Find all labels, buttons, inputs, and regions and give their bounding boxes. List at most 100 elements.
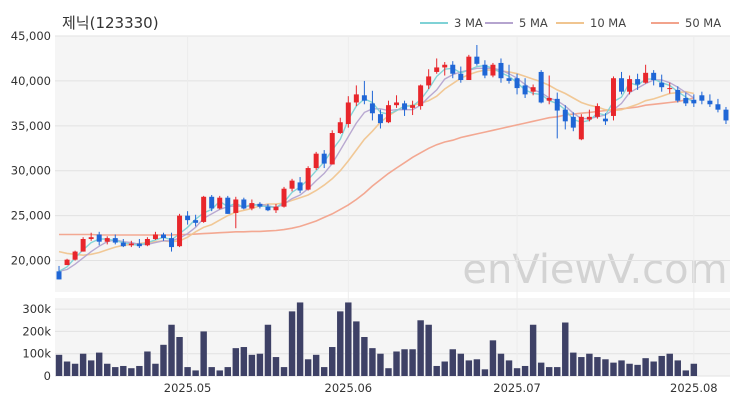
legend: 3 MA 5 MA 10 MA 50 MA xyxy=(420,16,721,30)
volume-bar xyxy=(425,324,432,376)
volume-tick-label: 100k xyxy=(22,347,51,361)
volume-bar xyxy=(562,322,569,376)
price-axis: 45,000 40,000 35,000 30,000 25,000 20,000 xyxy=(11,29,730,268)
volume-bar xyxy=(674,360,681,376)
volume-bar xyxy=(288,311,296,376)
candle-body xyxy=(225,197,231,214)
volume-bar xyxy=(312,354,320,376)
volume-bar xyxy=(594,357,601,376)
volume-bar xyxy=(369,348,376,376)
volume-bar xyxy=(361,337,368,376)
volume-bar xyxy=(224,367,231,376)
volume-bar xyxy=(136,365,143,376)
candle-body xyxy=(193,220,199,223)
volume-bar xyxy=(505,360,513,376)
volume-tick-label: 0 xyxy=(44,369,51,383)
volume-bar xyxy=(208,367,215,376)
candle-body xyxy=(570,116,576,128)
legend-label-ma50: 50 MA xyxy=(685,16,721,30)
candle-body xyxy=(562,109,568,122)
candle-body xyxy=(643,72,649,83)
volume-bar xyxy=(95,352,103,376)
volume-bar xyxy=(232,348,240,376)
candle-body xyxy=(353,94,359,103)
candle-body xyxy=(273,206,279,211)
candle-body xyxy=(369,103,375,114)
candle-body xyxy=(96,234,102,242)
watermark: enViewV.com xyxy=(462,247,727,293)
candle-body xyxy=(402,103,408,110)
candle-body xyxy=(80,239,86,252)
candle-body xyxy=(651,72,657,81)
volume-bar xyxy=(618,360,625,376)
volume-bar xyxy=(578,357,585,376)
volume-bar xyxy=(610,362,617,376)
candle-body xyxy=(723,109,729,121)
volume-bar xyxy=(537,362,545,376)
candle-body xyxy=(715,104,721,110)
volume-bar xyxy=(433,365,440,376)
volume-bar xyxy=(329,347,336,376)
candle-body xyxy=(602,118,608,122)
volume-bar xyxy=(152,363,159,376)
candle-body xyxy=(522,85,528,95)
candlesticks xyxy=(56,44,729,280)
volume-bar xyxy=(513,368,521,376)
legend-label-ma10: 10 MA xyxy=(590,16,626,30)
candle-body xyxy=(321,153,327,164)
chart-title: 제닉(123330) xyxy=(62,14,159,32)
candle-body xyxy=(88,237,94,240)
volume-bar xyxy=(264,324,272,376)
volume-bar xyxy=(497,353,505,376)
volume-bar xyxy=(441,361,448,376)
volume-bar xyxy=(79,353,87,376)
volume-bar xyxy=(449,349,456,376)
volume-bar xyxy=(473,359,481,376)
candle-body xyxy=(482,64,488,76)
volume-bar xyxy=(642,358,649,376)
candle-body xyxy=(104,238,110,242)
candle-body xyxy=(675,89,681,101)
volume-bar xyxy=(200,331,207,376)
volume-bar xyxy=(160,344,167,376)
price-tick-label: 35,000 xyxy=(11,119,51,133)
candle-body xyxy=(530,87,536,92)
candle-body xyxy=(635,79,641,85)
price-tick-label: 45,000 xyxy=(11,29,51,43)
candle-body xyxy=(128,243,134,246)
volume-bar xyxy=(120,365,127,376)
candle-body xyxy=(112,238,118,243)
volume-bar xyxy=(393,351,400,376)
candle-body xyxy=(337,122,343,134)
volume-bar xyxy=(216,370,223,376)
candle-body xyxy=(506,78,512,81)
candle-body xyxy=(514,78,520,89)
volume-bar xyxy=(144,351,151,376)
candle-body xyxy=(619,78,625,92)
candle-body xyxy=(385,105,391,123)
candle-body xyxy=(152,234,158,240)
candle-body xyxy=(297,182,303,191)
volume-bar xyxy=(176,337,183,376)
volume-bar xyxy=(586,353,593,376)
candle-body xyxy=(594,106,600,117)
volume-bar xyxy=(248,354,256,376)
volume-bar xyxy=(256,353,264,376)
candle-body xyxy=(490,64,496,76)
volume-bar xyxy=(521,365,529,376)
volume-bar xyxy=(417,320,424,376)
volume-bar xyxy=(128,368,135,376)
volume-tick-label: 200k xyxy=(22,324,51,338)
volume-bar xyxy=(529,324,537,376)
candle-body xyxy=(410,105,416,108)
volume-bar xyxy=(55,354,63,376)
x-tick-label: 2025.05 xyxy=(164,381,212,395)
volume-bar xyxy=(457,353,465,376)
volume-bar xyxy=(320,367,328,376)
candle-body xyxy=(578,116,584,140)
candle-body xyxy=(281,188,287,207)
candle-body xyxy=(667,88,673,90)
candle-body xyxy=(377,114,383,124)
volume-bar xyxy=(626,363,633,376)
